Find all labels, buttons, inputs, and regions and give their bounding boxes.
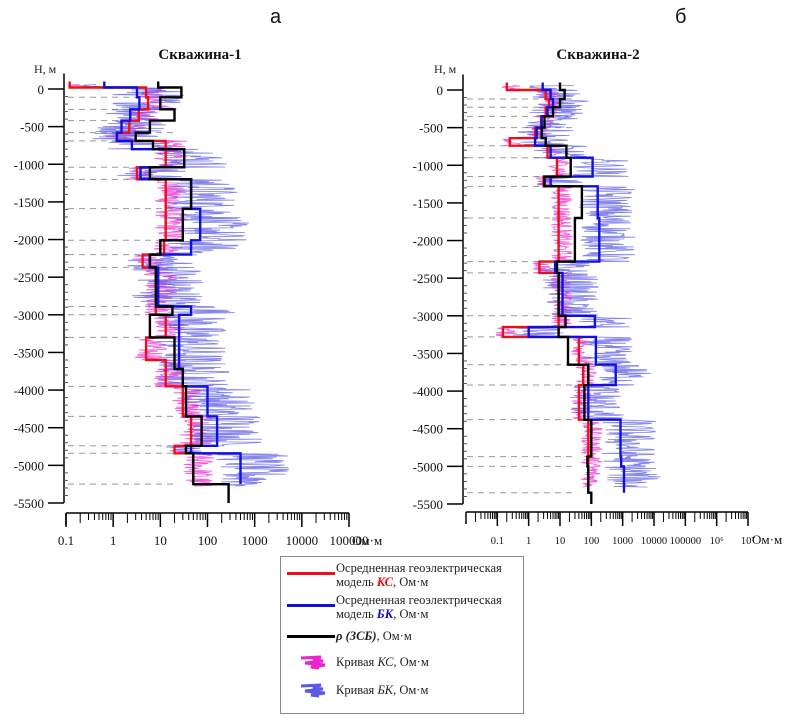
x-tick-label: 10⁶ bbox=[710, 536, 725, 547]
x-tick-label: 10 bbox=[154, 533, 167, 548]
legend: Осредненная геоэлектрическая модель КС, … bbox=[280, 556, 524, 714]
y-tick-label: -1500 bbox=[14, 195, 44, 210]
y-tick-label: -2000 bbox=[14, 233, 44, 248]
x-axis-unit-label: Ом·м bbox=[752, 532, 782, 547]
y-tick-label: -2500 bbox=[413, 271, 443, 286]
x-tick-label: 1 bbox=[526, 536, 531, 547]
legend-label-ks-model-pre: Осредненная геоэлектрическая модель bbox=[336, 561, 502, 589]
legend-label-ks-model-post: , Ом·м bbox=[393, 575, 429, 589]
x-tick-label: 0.1 bbox=[491, 536, 504, 547]
legend-swatch-bk-curve-icon bbox=[300, 683, 326, 698]
y-tick-label: -4000 bbox=[14, 383, 44, 398]
legend-label-ks-model-em: КС bbox=[376, 575, 394, 589]
x-tick-label: 10⁷ bbox=[741, 536, 756, 547]
y-tick-label: -5000 bbox=[14, 458, 44, 473]
legend-label-ks-curve-post: , Ом·м bbox=[393, 655, 429, 669]
y-axis-label: Н, м bbox=[34, 62, 57, 76]
legend-swatch-zsb-model bbox=[287, 635, 335, 638]
y-tick-label: -4500 bbox=[14, 421, 44, 436]
y-tick-label: -5500 bbox=[14, 496, 44, 511]
legend-label-ks-curve-pre: Кривая bbox=[336, 655, 378, 669]
legend-label-ks-curve-em: КС bbox=[377, 655, 394, 669]
legend-swatch-bk-model bbox=[287, 604, 335, 607]
x-tick-label: 1000 bbox=[612, 536, 633, 547]
y-tick-label: -5000 bbox=[413, 459, 443, 474]
y-tick-label: -4500 bbox=[413, 422, 443, 437]
y-tick-label: -3000 bbox=[14, 308, 44, 323]
x-tick-label: 0.1 bbox=[58, 533, 74, 548]
legend-label-bk-model-post: , Ом·м bbox=[393, 607, 429, 621]
y-tick-label: -4000 bbox=[413, 384, 443, 399]
y-tick-label: -1500 bbox=[413, 196, 443, 211]
panel-label-b: б bbox=[675, 6, 687, 28]
y-tick-label: -3500 bbox=[14, 345, 44, 360]
model-line-zsb bbox=[134, 81, 230, 503]
y-tick-label: -1000 bbox=[413, 158, 443, 173]
legend-label-bk-curve-post: , Ом·м bbox=[393, 683, 429, 697]
legend-label-bk-curve-em: БК bbox=[377, 683, 394, 697]
chart-title: Скважина-2 bbox=[556, 47, 639, 63]
x-tick-label: 100000 bbox=[330, 533, 369, 548]
y-tick-label: -2500 bbox=[14, 270, 44, 285]
legend-swatch-ks-model bbox=[287, 572, 335, 575]
chart-well-2: Скважина-2 Н, м 0 -500 -1000 -1500 -2000 -2500 -… bbox=[413, 47, 783, 547]
x-tick-label: 100000 bbox=[670, 536, 702, 547]
chart-well-1: Скважина-1 Н, м 0 -500 -1000 -1500 -2000 -2500 -… bbox=[14, 47, 383, 548]
legend-label-bk-curve-pre: Кривая bbox=[336, 683, 378, 697]
x-tick-label: 100 bbox=[198, 533, 218, 548]
legend-label-zsb-post: , Ом·м bbox=[376, 629, 412, 643]
y-tick-label: -3000 bbox=[413, 309, 443, 324]
y-tick-label: -2000 bbox=[413, 234, 443, 249]
model-line-bk bbox=[103, 81, 242, 485]
y-tick-label: 0 bbox=[437, 83, 444, 98]
log-curve-bk bbox=[83, 84, 290, 487]
x-tick-label: 1 bbox=[110, 533, 117, 548]
x-tick-label: 10 bbox=[555, 536, 566, 547]
y-tick-label: 0 bbox=[38, 82, 45, 97]
y-tick-label: -3500 bbox=[413, 346, 443, 361]
x-tick-label: 100 bbox=[583, 536, 599, 547]
log-curve-bk bbox=[512, 85, 661, 488]
model-line-zsb bbox=[540, 82, 593, 504]
legend-label-bk-model-pre: Осредненная геоэлектрическая модель bbox=[336, 593, 502, 621]
y-tick-label: -500 bbox=[419, 121, 443, 136]
x-tick-label: 10000 bbox=[641, 536, 667, 547]
legend-swatch-ks-curve-icon bbox=[300, 655, 326, 670]
panel-label-a: а bbox=[270, 6, 282, 28]
y-tick-label: -5500 bbox=[413, 497, 443, 512]
y-tick-label: -1000 bbox=[14, 157, 44, 172]
x-axis-unit-label: Ом·м bbox=[352, 533, 382, 548]
y-tick-label: -500 bbox=[20, 120, 44, 135]
x-tick-label: 1000 bbox=[242, 533, 268, 548]
y-axis-label: Н, м bbox=[434, 62, 457, 76]
x-tick-label: 10000 bbox=[286, 533, 319, 548]
chart-title: Скважина-1 bbox=[158, 47, 241, 63]
legend-label-zsb-em: ρ (ЗСБ) bbox=[336, 629, 377, 643]
legend-label-bk-model-em: БК bbox=[376, 607, 394, 621]
